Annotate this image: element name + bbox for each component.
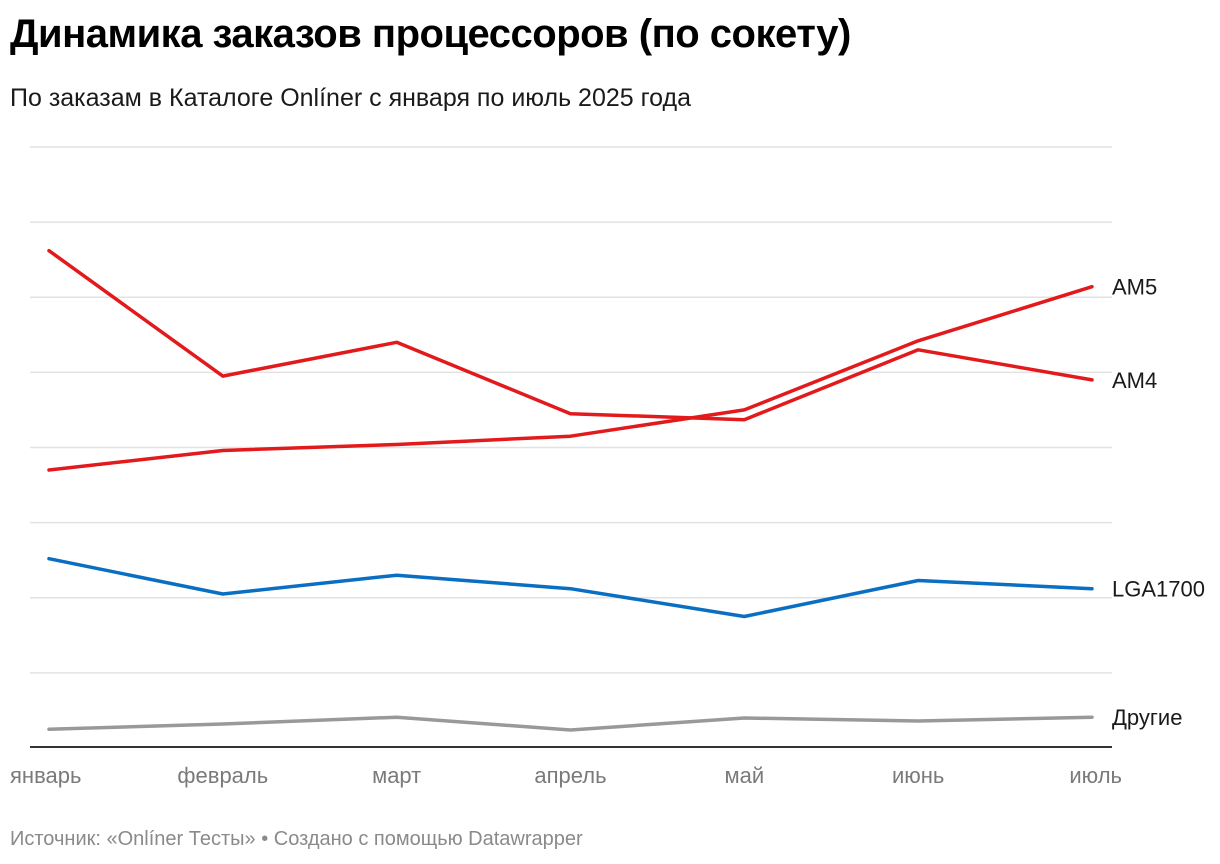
source-label: Источник: «Onlíner Тесты»	[10, 828, 256, 850]
series-lines	[47, 248, 1094, 732]
x-tick-label: январь	[10, 763, 81, 788]
series-line-am5	[47, 284, 1094, 472]
x-tick-label: апрель	[534, 763, 606, 788]
series-label-другие: Другие	[1112, 705, 1182, 730]
made-with-label: Создано с помощью Datawrapper	[273, 828, 583, 850]
series-line-другие	[47, 715, 1094, 732]
footer-separator: •	[255, 828, 274, 850]
x-tick-label: май	[725, 763, 765, 788]
x-tick-label: июль	[1069, 763, 1122, 788]
chart-title: Динамика заказов процессоров (по сокету)	[10, 12, 851, 56]
x-axis-tick-labels: январь февраль март апрель май июнь июль	[10, 763, 1122, 788]
series-label-am5: AM5	[1112, 275, 1157, 300]
series-label-am4: AM4	[1112, 368, 1157, 393]
gridlines	[30, 146, 1112, 674]
x-tick-label: март	[372, 763, 421, 788]
series-line-am4	[47, 248, 1094, 422]
chart-footer: Источник: «Onlíner Тесты» • Создано с по…	[10, 828, 583, 851]
series-label-lga1700: LGA1700	[1112, 577, 1205, 602]
x-tick-label: июнь	[892, 763, 944, 788]
x-tick-label: февраль	[177, 763, 268, 788]
series-labels: AM5 AM4 LGA1700 Другие	[1112, 275, 1205, 730]
series-line-lga1700	[47, 556, 1094, 619]
chart-subtitle: По заказам в Каталоге Onlíner с января п…	[10, 84, 692, 112]
